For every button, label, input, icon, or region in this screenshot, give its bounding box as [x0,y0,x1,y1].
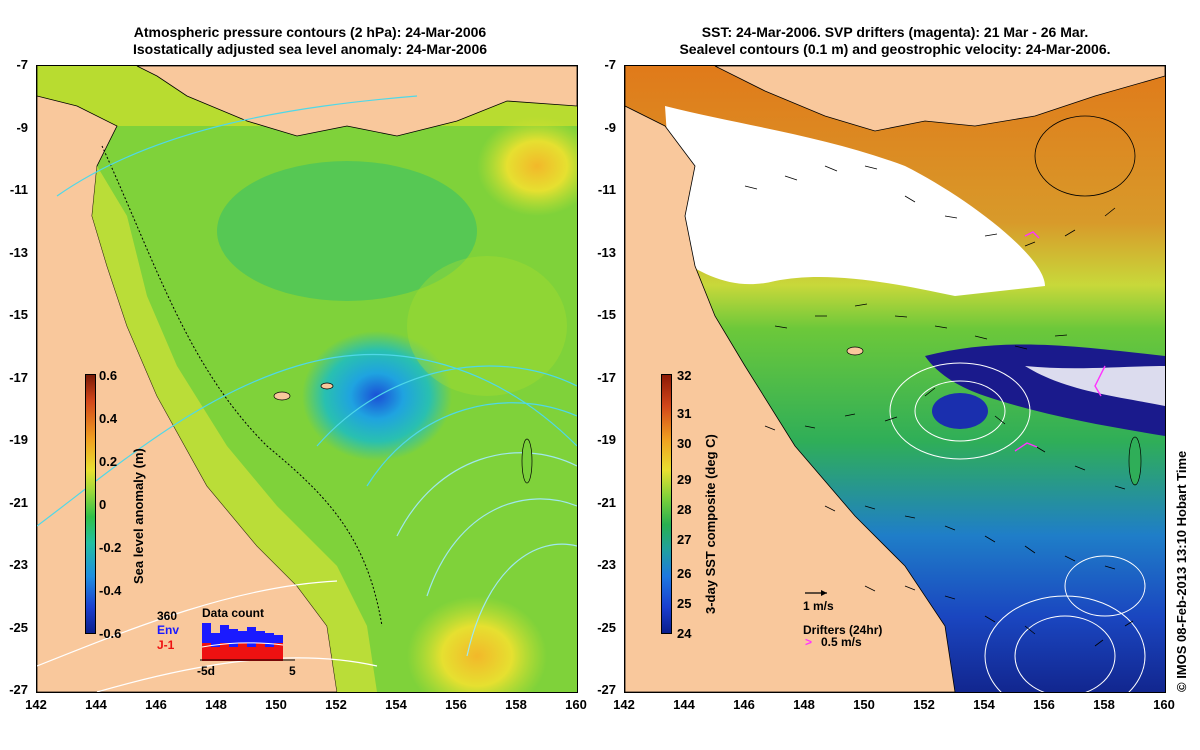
lat-tick: -7 [16,57,28,72]
sla-colorbar-label: Sea level anomaly (m) [131,448,146,584]
land-queensland [625,66,956,692]
sst-cbar-tick: 29 [677,472,692,487]
lon-tick: 154 [973,697,995,712]
lat-tick: -25 [597,620,616,635]
lat-tick: -7 [604,57,616,72]
right-title: SST: 24-Mar-2006. SVP drifters (magenta)… [625,24,1165,58]
inset-xmin: -5d [197,664,215,678]
inset-env-label: Env [157,623,180,637]
drifter-tracks [1014,231,1106,452]
left-title-line2: Isostatically adjusted sea level anomaly… [132,41,488,57]
sla-map-panel[interactable]: 0.6 0.4 0.2 0 -0.2 -0.4 -0.6 Sea level a… [36,65,578,693]
sst-cbar-tick: 28 [677,502,692,517]
sla-colorbar [85,374,96,634]
lat-tick: -21 [597,495,616,510]
lon-tick: 150 [265,697,287,712]
lon-tick: 142 [25,697,47,712]
inset-title: Data count [202,606,265,620]
sla-cbar-tick: 0.2 [99,454,118,469]
lat-tick: -21 [9,495,28,510]
sst-cbar-tick: 27 [677,532,692,547]
lat-tick: -25 [9,620,28,635]
lon-tick: 156 [1033,697,1055,712]
lat-tick: -17 [597,370,616,385]
inset-j1-label: J-1 [157,638,175,652]
lon-tick: 158 [505,697,527,712]
sla-cbar-tick: -0.4 [99,583,122,598]
sst-cbar-tick: 24 [677,626,692,641]
sst-cbar-tick: 26 [677,566,692,581]
land-new-guinea [714,66,1165,132]
lat-tick: -27 [597,682,616,697]
sla-map [37,66,577,692]
lat-tick: -15 [597,307,616,322]
lat-tick: -11 [597,182,616,197]
sla-cbar-tick: -0.2 [99,540,122,555]
lon-tick: 146 [145,697,167,712]
lat-tick: -13 [9,245,28,260]
lat-tick: -13 [597,245,616,260]
lon-tick: 142 [613,697,635,712]
sst-colorbar [661,374,672,634]
lon-tick: 152 [913,697,935,712]
lon-tick: 144 [85,697,107,712]
sst-map [625,66,1165,692]
sst-cbar-tick: 32 [677,368,692,383]
credit-text: © IMOS 08-Feb-2013 13:10 Hobart Time [1174,450,1189,692]
velocity-arrows [744,165,1134,647]
data-count-histogram [200,623,295,661]
sla-cbar-tick: 0.6 [99,368,118,383]
sst-colorbar-label: 3-day SST composite (deg C) [703,434,718,614]
lon-tick: 148 [205,697,227,712]
lon-tick: 160 [565,697,587,712]
lat-tick: -9 [16,120,28,135]
lat-tick: -19 [597,432,616,447]
sst-cbar-tick: 25 [677,596,692,611]
lat-tick: -19 [9,432,28,447]
velocity-scale-label: 1 m/s [803,599,834,613]
sst-cbar-tick: 31 [677,406,692,421]
left-title: Atmospheric pressure contours (2 hPa): 2… [40,24,580,58]
inset-count: 360 [157,609,178,623]
lon-tick: 148 [793,697,815,712]
sla-cbar-tick: 0 [99,497,107,512]
drifters-label: Drifters (24hr) [803,623,883,637]
right-title-line2: Sealevel contours (0.1 m) and geostrophi… [679,41,1111,57]
sst-map-panel[interactable]: 32 31 30 29 28 27 26 25 24 3-day SST com… [624,65,1166,693]
j1-bars [202,643,283,661]
sst-cbar-tick: 30 [677,436,692,451]
right-title-line1: SST: 24-Mar-2006. SVP drifters (magenta)… [701,24,1089,40]
lon-tick: 144 [673,697,695,712]
sla-cbar-tick: 0.4 [99,411,118,426]
cold-eddy [932,393,988,429]
lat-tick: -9 [604,120,616,135]
inset-xmax: 5 [289,664,296,678]
lat-tick: -11 [9,182,28,197]
lon-tick: 156 [445,697,467,712]
lat-tick: -15 [9,307,28,322]
lon-tick: 150 [853,697,875,712]
lat-tick: -17 [9,370,28,385]
lat-tick: -23 [597,557,616,572]
drift-scale-label: 0.5 m/s [821,635,862,649]
lon-tick: 152 [325,697,347,712]
lon-tick: 146 [733,697,755,712]
cloud-mask [665,106,1045,296]
velocity-scale-arrow [805,590,827,596]
left-title-line1: Atmospheric pressure contours (2 hPa): 2… [133,24,487,40]
lon-tick: 160 [1153,697,1175,712]
sla-cbar-tick: -0.6 [99,626,122,641]
lat-tick: -23 [9,557,28,572]
lon-tick: 158 [1093,697,1115,712]
lat-tick: -27 [9,682,28,697]
lon-tick: 154 [385,697,407,712]
land-new-guinea [136,66,577,137]
drift-scale-arrow-icon: > [805,635,813,649]
